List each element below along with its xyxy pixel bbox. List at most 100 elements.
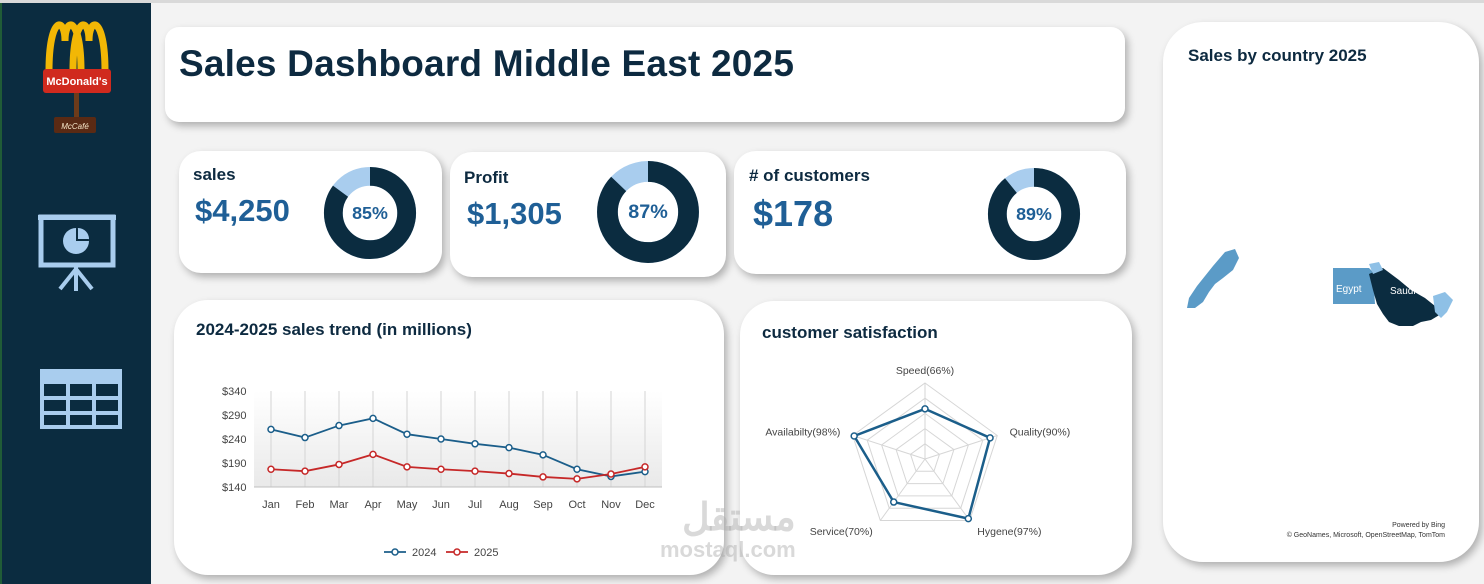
map-credits: © GeoNames, Microsoft, OpenStreetMap, To… xyxy=(1287,531,1445,539)
x-tick-label: Dec xyxy=(635,499,655,511)
table-grid-icon[interactable] xyxy=(40,369,122,429)
x-tick-label: Feb xyxy=(296,499,315,511)
watermark: مستقل mostaql.com xyxy=(660,498,796,562)
radar-axis-label: Speed(66%) xyxy=(896,365,954,377)
radar-point xyxy=(921,405,929,413)
x-tick-label: Mar xyxy=(330,499,349,511)
series-point-2025 xyxy=(539,473,547,481)
series-point-2025 xyxy=(607,470,615,478)
series-point-2024 xyxy=(369,414,377,423)
series-line-2025 xyxy=(270,453,646,480)
x-tick-label: Oct xyxy=(568,499,585,511)
watermark-latin: mostaql.com xyxy=(660,537,796,562)
map-title: Sales by country 2025 xyxy=(1188,46,1367,65)
radar-point xyxy=(964,514,973,523)
series-point-2025 xyxy=(335,460,343,469)
page-title: Sales Dashboard Middle East 2025 xyxy=(179,43,795,84)
legend-label[interactable]: 2025 xyxy=(474,547,498,559)
legend-marker xyxy=(453,548,461,556)
logo-cafe-text: McCafé xyxy=(61,122,89,131)
sales-trend-chart: Jan Feb Mar Apr May Jun Jul Aug Sep Oct Nov Dec $340… xyxy=(222,386,662,559)
plot-area xyxy=(254,391,662,487)
radar-spoke xyxy=(924,458,971,521)
map-region-saudi-arabia xyxy=(1369,268,1441,326)
x-tick-label: Jan xyxy=(262,499,280,511)
map-powered-by: Powered by Bing xyxy=(1392,522,1445,529)
x-tick-label: Sep xyxy=(533,499,553,511)
series-line-2024 xyxy=(270,417,646,478)
series-point-2025 xyxy=(301,467,309,475)
radar-axis-label: Service(70%) xyxy=(810,526,873,538)
series-point-2025 xyxy=(267,465,275,473)
series-point-2025 xyxy=(437,465,445,473)
mcdonalds-logo[interactable]: McDonald's McCafé xyxy=(38,13,116,135)
series-point-2024 xyxy=(437,435,445,443)
satisfaction-title: customer satisfaction xyxy=(762,323,938,342)
top-border xyxy=(0,0,1484,3)
x-tick-label: May xyxy=(397,499,418,511)
legend-marker xyxy=(391,548,399,556)
y-tick-label: $240 xyxy=(222,434,246,446)
series-point-2024 xyxy=(403,430,411,438)
radar-point xyxy=(889,498,898,506)
x-tick-label: Apr xyxy=(364,499,381,511)
series-point-2025 xyxy=(369,450,377,459)
series-point-2024 xyxy=(539,451,547,459)
radar-gridline xyxy=(895,427,955,485)
donut-percent-label: 85% xyxy=(352,203,388,223)
y-tick-label: $290 xyxy=(222,410,246,422)
radar-axis-label: Availabilty(98%) xyxy=(765,427,840,439)
sales-trend-title: 2024-2025 sales trend (in millions) xyxy=(196,320,472,339)
radar-point xyxy=(986,434,994,442)
kpi-donut: 85% xyxy=(323,166,417,260)
kpi-card-customers: # of customers $178 89% xyxy=(734,151,1126,274)
legend-label[interactable]: 2024 xyxy=(412,547,436,559)
kpi-value: $178 xyxy=(753,193,834,234)
radar-series xyxy=(852,407,992,521)
kpi-label: Profit xyxy=(464,168,509,187)
kpi-card-profit: Profit $1,305 87% xyxy=(450,152,726,277)
series-point-2024 xyxy=(267,425,275,434)
kpi-label: sales xyxy=(193,165,236,184)
donut-value-arc xyxy=(597,161,699,263)
series-point-2024 xyxy=(335,421,343,430)
kpi-label: # of customers xyxy=(749,166,870,185)
series-point-2025 xyxy=(403,463,411,471)
kpi-value: $4,250 xyxy=(195,193,290,228)
presentation-chart-icon[interactable] xyxy=(38,211,116,293)
map-region-jordan xyxy=(1369,262,1383,274)
radar-spoke xyxy=(852,435,926,460)
series-point-2024 xyxy=(573,465,581,473)
series-point-2024 xyxy=(505,443,513,452)
radar-spoke xyxy=(879,458,926,521)
radar-axis-label: Quality(90%) xyxy=(1010,427,1071,439)
radar-spoke xyxy=(924,435,998,460)
map-card: Sales by country 2025 Egypt Saudi Powere… xyxy=(1163,22,1479,562)
radar-gridline xyxy=(852,382,998,521)
kpi-donut: 87% xyxy=(597,161,699,263)
x-tick-label: Jun xyxy=(432,499,450,511)
satisfaction-card: customer satisfaction Speed(66%) Quality(… xyxy=(740,301,1132,575)
radar-axis-label: Hygene(97%) xyxy=(977,526,1041,538)
y-tick-label: $140 xyxy=(222,482,246,494)
sales-trend-card: 2024-2025 sales trend (in millions) Jan F… xyxy=(174,300,724,575)
series-point-2025 xyxy=(471,467,479,475)
radar-gridline xyxy=(881,412,969,497)
watermark-arabic: مستقل xyxy=(681,497,796,539)
donut-value-arc xyxy=(987,167,1081,261)
series-point-2025 xyxy=(573,475,581,483)
y-tick-label: $190 xyxy=(222,458,246,470)
map-region-morocco xyxy=(1187,249,1239,308)
kpi-card-sales: sales $4,250 85% xyxy=(179,151,442,273)
country-map[interactable]: Egypt Saudi Powered by Bing © GeoNames, … xyxy=(1163,22,1479,562)
radar-gridline xyxy=(909,443,941,472)
series-point-2025 xyxy=(505,469,513,478)
kpi-value: $1,305 xyxy=(467,196,562,231)
radar-point xyxy=(850,432,858,440)
series-point-2025 xyxy=(641,463,649,471)
x-tick-label: Jul xyxy=(468,499,482,511)
series-point-2024 xyxy=(301,433,309,442)
map-label-egypt: Egypt xyxy=(1336,284,1362,295)
x-tick-label: Nov xyxy=(601,499,621,511)
map-region-gulf xyxy=(1433,292,1453,318)
